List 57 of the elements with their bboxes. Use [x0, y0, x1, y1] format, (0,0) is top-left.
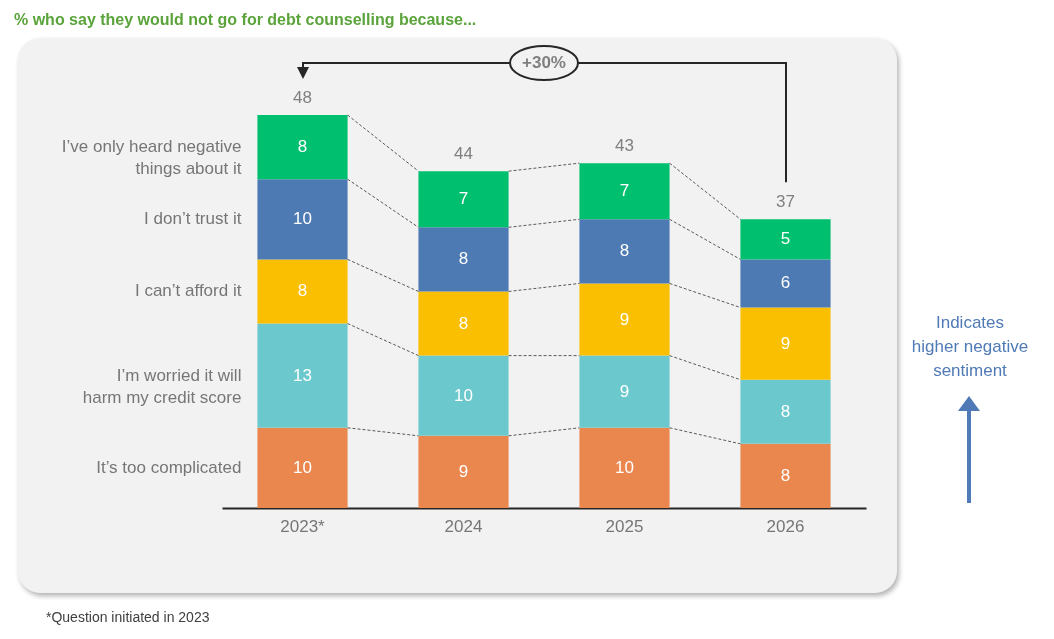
bar	[257, 323, 348, 428]
bar	[740, 307, 831, 380]
x-tick-label: 2025	[605, 516, 644, 536]
data-label: 6	[780, 273, 791, 293]
data-label: 10	[293, 209, 312, 229]
bar	[740, 379, 831, 444]
total-label: 44	[454, 144, 473, 164]
x-tick-label: 2024	[444, 516, 483, 536]
bar	[418, 355, 509, 436]
series-label: It’s too complicated	[96, 457, 242, 477]
data-label: 8	[619, 241, 630, 261]
data-label: 7	[619, 181, 630, 201]
data-label: 9	[619, 381, 630, 401]
bar	[418, 171, 509, 228]
bar	[579, 355, 670, 428]
series-label: I’ve only heard negative things about it	[61, 137, 242, 179]
x-tick-label: 2026	[766, 516, 805, 536]
text: Indicates higher negative sentiment	[911, 312, 1029, 382]
data-label: 8	[297, 137, 308, 157]
text: *Question initiated in 2023	[46, 609, 210, 625]
bar	[418, 435, 509, 508]
data-label: 9	[780, 333, 791, 353]
bar	[740, 443, 831, 508]
bar	[257, 179, 348, 260]
data-label: 8	[458, 313, 469, 333]
data-label: 8	[780, 401, 791, 421]
bar	[740, 259, 831, 308]
chart-title: % who say they would not go for debt counselling because...	[14, 11, 477, 29]
series-label: I don’t trust it	[144, 209, 242, 229]
bar	[579, 163, 670, 220]
total-label: 37	[776, 192, 795, 212]
bar	[418, 227, 509, 292]
data-label: 10	[293, 457, 312, 477]
bar	[257, 115, 348, 180]
bar	[579, 283, 670, 356]
bar	[257, 259, 348, 324]
data-label: 10	[615, 457, 634, 477]
bar	[579, 427, 670, 508]
data-label: 8	[780, 465, 791, 485]
data-label: 5	[780, 229, 791, 249]
text: +30%	[522, 53, 566, 73]
data-label: 9	[458, 461, 469, 481]
data-label: 10	[454, 385, 473, 405]
total-label: 43	[615, 136, 634, 156]
bar	[257, 427, 348, 508]
bar	[740, 219, 831, 260]
data-label: 7	[458, 189, 469, 209]
data-label: 9	[619, 309, 630, 329]
data-label: 13	[293, 365, 312, 385]
data-label: 8	[458, 249, 469, 269]
total-label: 48	[293, 88, 312, 108]
series-label: I can’t afford it	[134, 281, 242, 301]
bar	[579, 219, 670, 284]
data-label: 8	[297, 281, 308, 301]
bar	[418, 291, 509, 356]
x-tick-label: 2023*	[280, 516, 326, 536]
series-label: I’m worried it will harm my credit score	[82, 365, 242, 407]
